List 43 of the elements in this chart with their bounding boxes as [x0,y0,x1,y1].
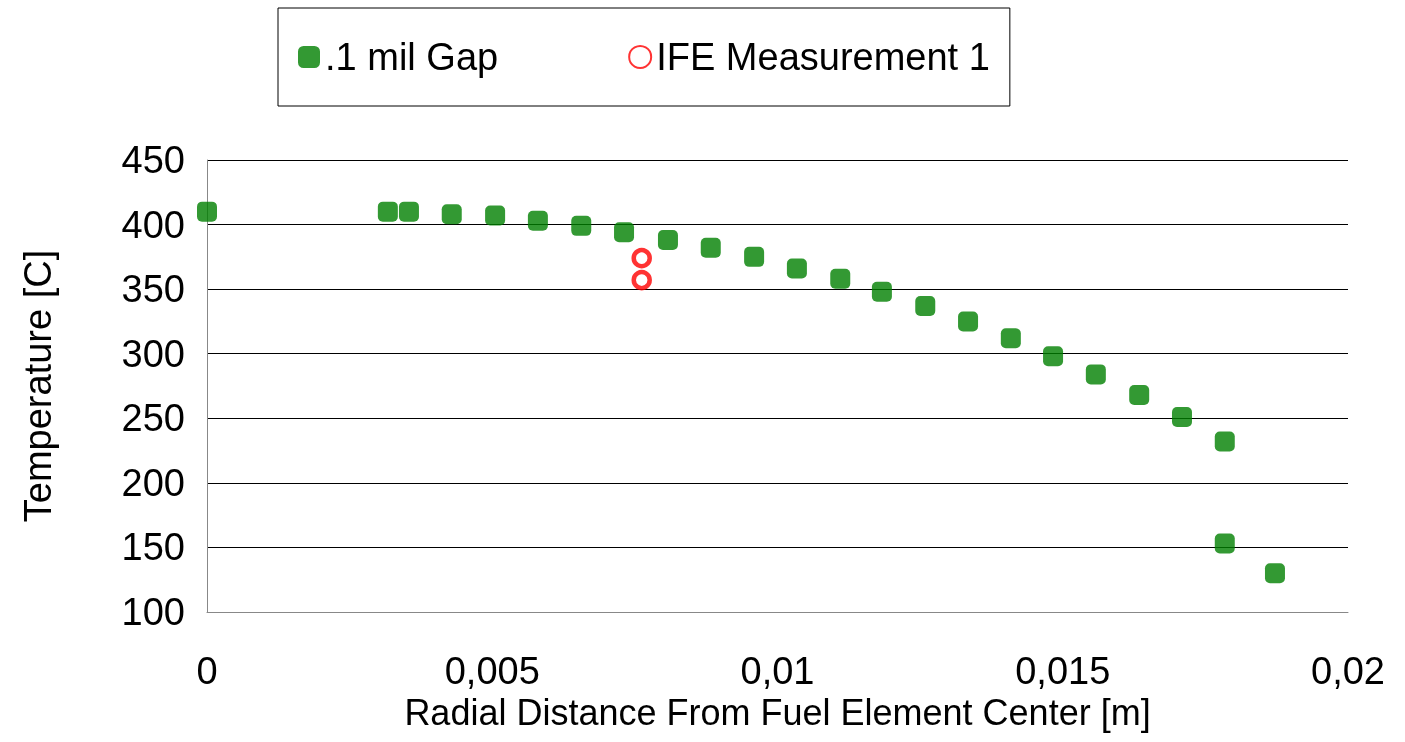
point [1000,328,1021,349]
point [700,237,721,258]
point [830,268,851,289]
legend-label: IFE Measurement 1 [656,36,990,78]
x-tick-label: 0,005 [444,650,540,692]
point [1214,431,1235,452]
y-axis-title: Temperature [C] [17,249,59,523]
point [1043,346,1064,367]
point [1171,406,1192,427]
x-tick-label: 0 [196,650,218,692]
point [958,311,979,332]
point [571,215,592,236]
legend-label: .1 mil Gap [325,36,499,78]
x-axis-title: Radial Distance From Fuel Element Center [m] [404,692,1151,734]
point [197,201,217,222]
point [614,222,635,243]
y-tick-label: 200 [121,461,185,504]
point [485,205,506,226]
point [1214,533,1235,554]
point [398,201,419,222]
point [1085,364,1106,385]
y-tick-label: 400 [121,203,185,246]
point [744,246,765,267]
point [657,230,678,251]
point [631,247,652,269]
point [915,295,936,316]
y-tick-label: 350 [121,268,185,311]
y-tick-label: 450 [121,139,185,181]
point [527,210,548,231]
point [1264,563,1285,584]
x-tick-label: 0,01 [740,650,815,692]
point [871,281,892,302]
x-tick-label: 0,015 [1015,650,1111,692]
y-tick-label: 250 [121,397,185,440]
point [377,201,398,222]
y-tick-label: 150 [121,526,185,569]
y-tick-label: 100 [121,591,185,633]
point [1129,385,1150,406]
point [631,269,652,291]
x-tick-label: 0,02 [1311,650,1385,692]
point [786,258,807,279]
point [441,204,462,225]
y-tick-label: 300 [121,332,185,375]
